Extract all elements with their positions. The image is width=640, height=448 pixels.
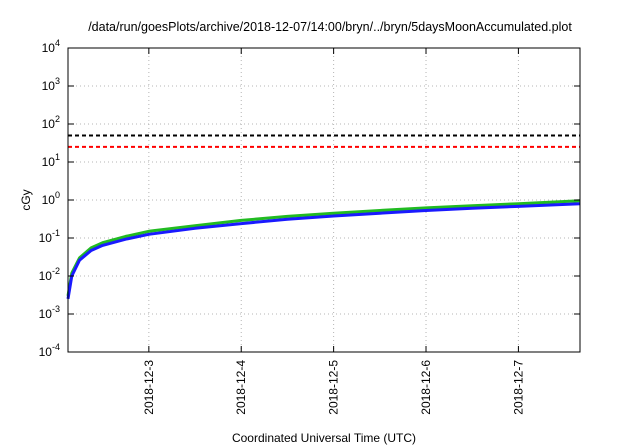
- y-axis: 10-4 10-3 10-2 10-1 100 101 102 103 104: [39, 38, 580, 359]
- series-group: [66, 199, 581, 300]
- reference-lines: [68, 134, 580, 148]
- y-tick-label: 10-2: [39, 266, 60, 283]
- x-tick-label: 2018-12-6: [419, 360, 433, 415]
- x-tick-label: 2018-12-4: [234, 360, 248, 415]
- y-tick-label: 100: [42, 190, 60, 207]
- y-tick-label: 102: [42, 114, 60, 131]
- x-axis-label: Coordinated Universal Time (UTC): [232, 431, 416, 445]
- series-line: [66, 202, 581, 300]
- y-tick-label: 10-4: [39, 342, 60, 359]
- series-line: [66, 199, 581, 297]
- y-tick-label: 10-3: [39, 304, 60, 321]
- chart-title: /data/run/goesPlots/archive/2018-12-07/1…: [88, 20, 572, 34]
- x-axis: 2018-12-3 2018-12-4 2018-12-5 2018-12-6 2018…: [142, 48, 525, 415]
- grid: [68, 48, 580, 352]
- x-tick-label: 2018-12-5: [327, 360, 341, 415]
- y-tick-label: 103: [42, 76, 60, 93]
- y-axis-label: cGy: [19, 189, 33, 210]
- x-tick-label: 2018-12-7: [511, 360, 525, 415]
- y-tick-label: 101: [42, 152, 60, 169]
- y-tick-label: 10-1: [39, 228, 60, 245]
- x-tick-label: 2018-12-3: [142, 360, 156, 415]
- y-tick-label: 104: [42, 38, 60, 55]
